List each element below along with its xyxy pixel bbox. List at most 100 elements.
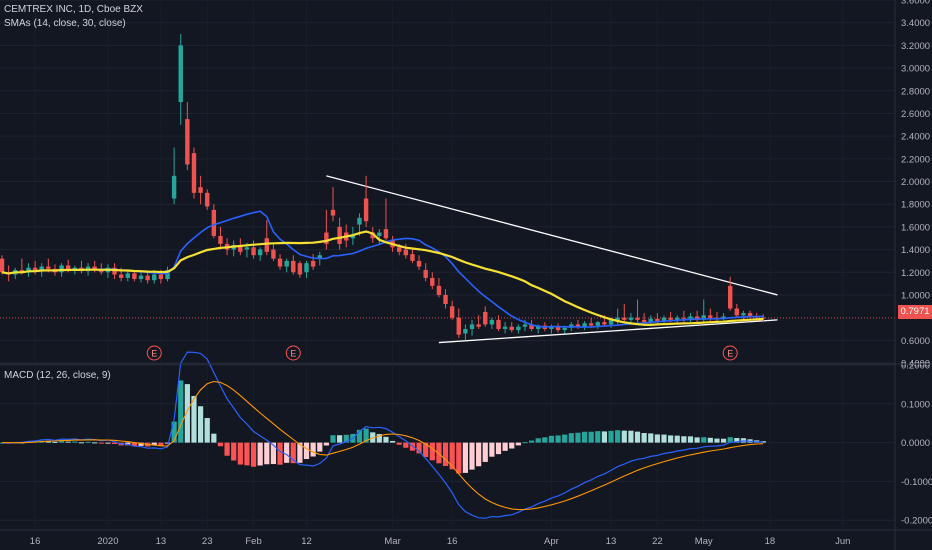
macd-histogram-bar — [138, 442, 144, 446]
macd-histogram-bar — [522, 442, 528, 444]
candle-body — [734, 308, 740, 316]
candle-body — [59, 265, 64, 273]
price-tick-label: 3.2000 — [901, 41, 930, 52]
price-tick-label: 3.6000 — [901, 0, 930, 7]
macd-histogram-bar — [462, 442, 468, 473]
candle-body — [277, 258, 283, 267]
price-tick-label: 2.4000 — [901, 132, 930, 143]
macd-histogram-bar — [429, 442, 435, 461]
macd-histogram-bar — [257, 442, 263, 466]
candle-body — [622, 317, 627, 320]
candle-body — [416, 260, 422, 267]
candle-body — [476, 324, 481, 327]
candle-body — [443, 294, 448, 305]
macd-histogram-bar — [674, 435, 680, 443]
candle-body — [284, 260, 289, 267]
macd-histogram-bar — [529, 440, 535, 443]
candle-body — [430, 277, 435, 286]
macd-histogram-bar — [303, 442, 310, 460]
macd-histogram-bar — [687, 436, 694, 443]
candle-body — [661, 317, 667, 322]
macd-histogram-bar — [615, 430, 621, 443]
candle-body — [436, 285, 442, 295]
candle-body — [211, 209, 217, 236]
candle-body — [741, 313, 746, 316]
candle-body — [602, 322, 607, 325]
candle-body — [549, 326, 554, 329]
candle-body — [138, 275, 144, 280]
candle-body — [635, 317, 640, 320]
macd-histogram-bar — [191, 395, 197, 443]
macd-histogram-bar — [317, 442, 323, 452]
candle-body — [675, 317, 680, 320]
macd-histogram-bar — [164, 442, 171, 444]
time-tick-label: 22 — [652, 536, 663, 547]
macd-histogram-bar — [588, 431, 594, 443]
earnings-marker-circle — [146, 345, 162, 361]
macd-histogram-bar — [72, 441, 78, 443]
earnings-marker[interactable]: E — [146, 345, 162, 361]
earnings-marker-circle — [722, 345, 738, 361]
earnings-marker-label: E — [151, 348, 157, 358]
candle-body — [449, 306, 455, 318]
macd-histogram-bar — [707, 437, 713, 443]
candle-body — [496, 319, 501, 329]
candle-body — [529, 324, 534, 329]
macd-histogram-bar — [111, 442, 118, 444]
macd-histogram-bar — [58, 441, 65, 443]
macd-histogram-bar — [734, 438, 740, 443]
macd-histogram-bar — [555, 435, 561, 443]
price-tick-label: 1.2000 — [901, 268, 930, 279]
time-tick-label: 16 — [30, 536, 41, 547]
sma30-line — [1, 230, 764, 327]
candle-body — [205, 192, 210, 207]
candle-body — [403, 249, 409, 256]
macd-tick-label: 0.2000 — [901, 361, 930, 372]
candle-body — [198, 187, 203, 193]
candle-body — [324, 232, 329, 244]
symbol-legend[interactable]: CEMTREX INC, 1D, Cboe BZX — [4, 4, 143, 15]
time-tick-label: 13 — [156, 536, 167, 547]
macd-histogram-bar — [416, 442, 422, 454]
candle-body — [721, 316, 726, 319]
trendlines — [326, 175, 778, 344]
candle-body — [297, 263, 303, 275]
earnings-marker[interactable]: E — [722, 345, 738, 361]
candle-body — [99, 269, 104, 273]
price-tick-label: 3.4000 — [901, 18, 930, 29]
macd-histogram-bar — [158, 442, 164, 446]
candle-body — [304, 263, 309, 273]
sma-legend[interactable]: SMAs (14, close, 30, close) — [4, 18, 126, 29]
earnings-marker[interactable]: E — [285, 345, 301, 361]
macd-histogram-bar — [535, 438, 541, 443]
macd-histogram-bar — [469, 442, 475, 470]
time-tick-label: Jun — [835, 536, 850, 547]
earnings-marker-circle — [285, 345, 301, 361]
macd-histogram-bar — [363, 428, 369, 443]
macd-legend[interactable]: MACD (12, 26, close, 9) — [4, 370, 111, 381]
macd-histogram-bar — [264, 442, 270, 465]
candle-body — [522, 324, 528, 327]
candle-body — [39, 266, 44, 270]
macd-histogram-bar — [284, 442, 290, 463]
macd-histogram-bar — [634, 431, 641, 443]
macd-tick-label: -0.1000 — [901, 477, 932, 488]
candle-body — [536, 325, 541, 329]
candle-body — [397, 247, 402, 252]
macd-histogram-bar — [250, 442, 257, 467]
candle-body — [165, 269, 170, 280]
candle-body — [615, 317, 620, 320]
macd-histogram-bar — [343, 434, 349, 443]
macd-histogram-bar — [65, 441, 71, 443]
candle-body — [257, 249, 263, 256]
price-tick-label: 2.2000 — [901, 154, 930, 165]
candle-body — [383, 229, 389, 239]
macd-histogram-bar — [575, 432, 581, 443]
macd-histogram-bar — [562, 434, 568, 443]
candle-body — [648, 318, 653, 323]
macd-histogram-bar — [178, 380, 184, 443]
candle-body — [317, 255, 322, 259]
macd-histogram-bar — [701, 437, 707, 443]
